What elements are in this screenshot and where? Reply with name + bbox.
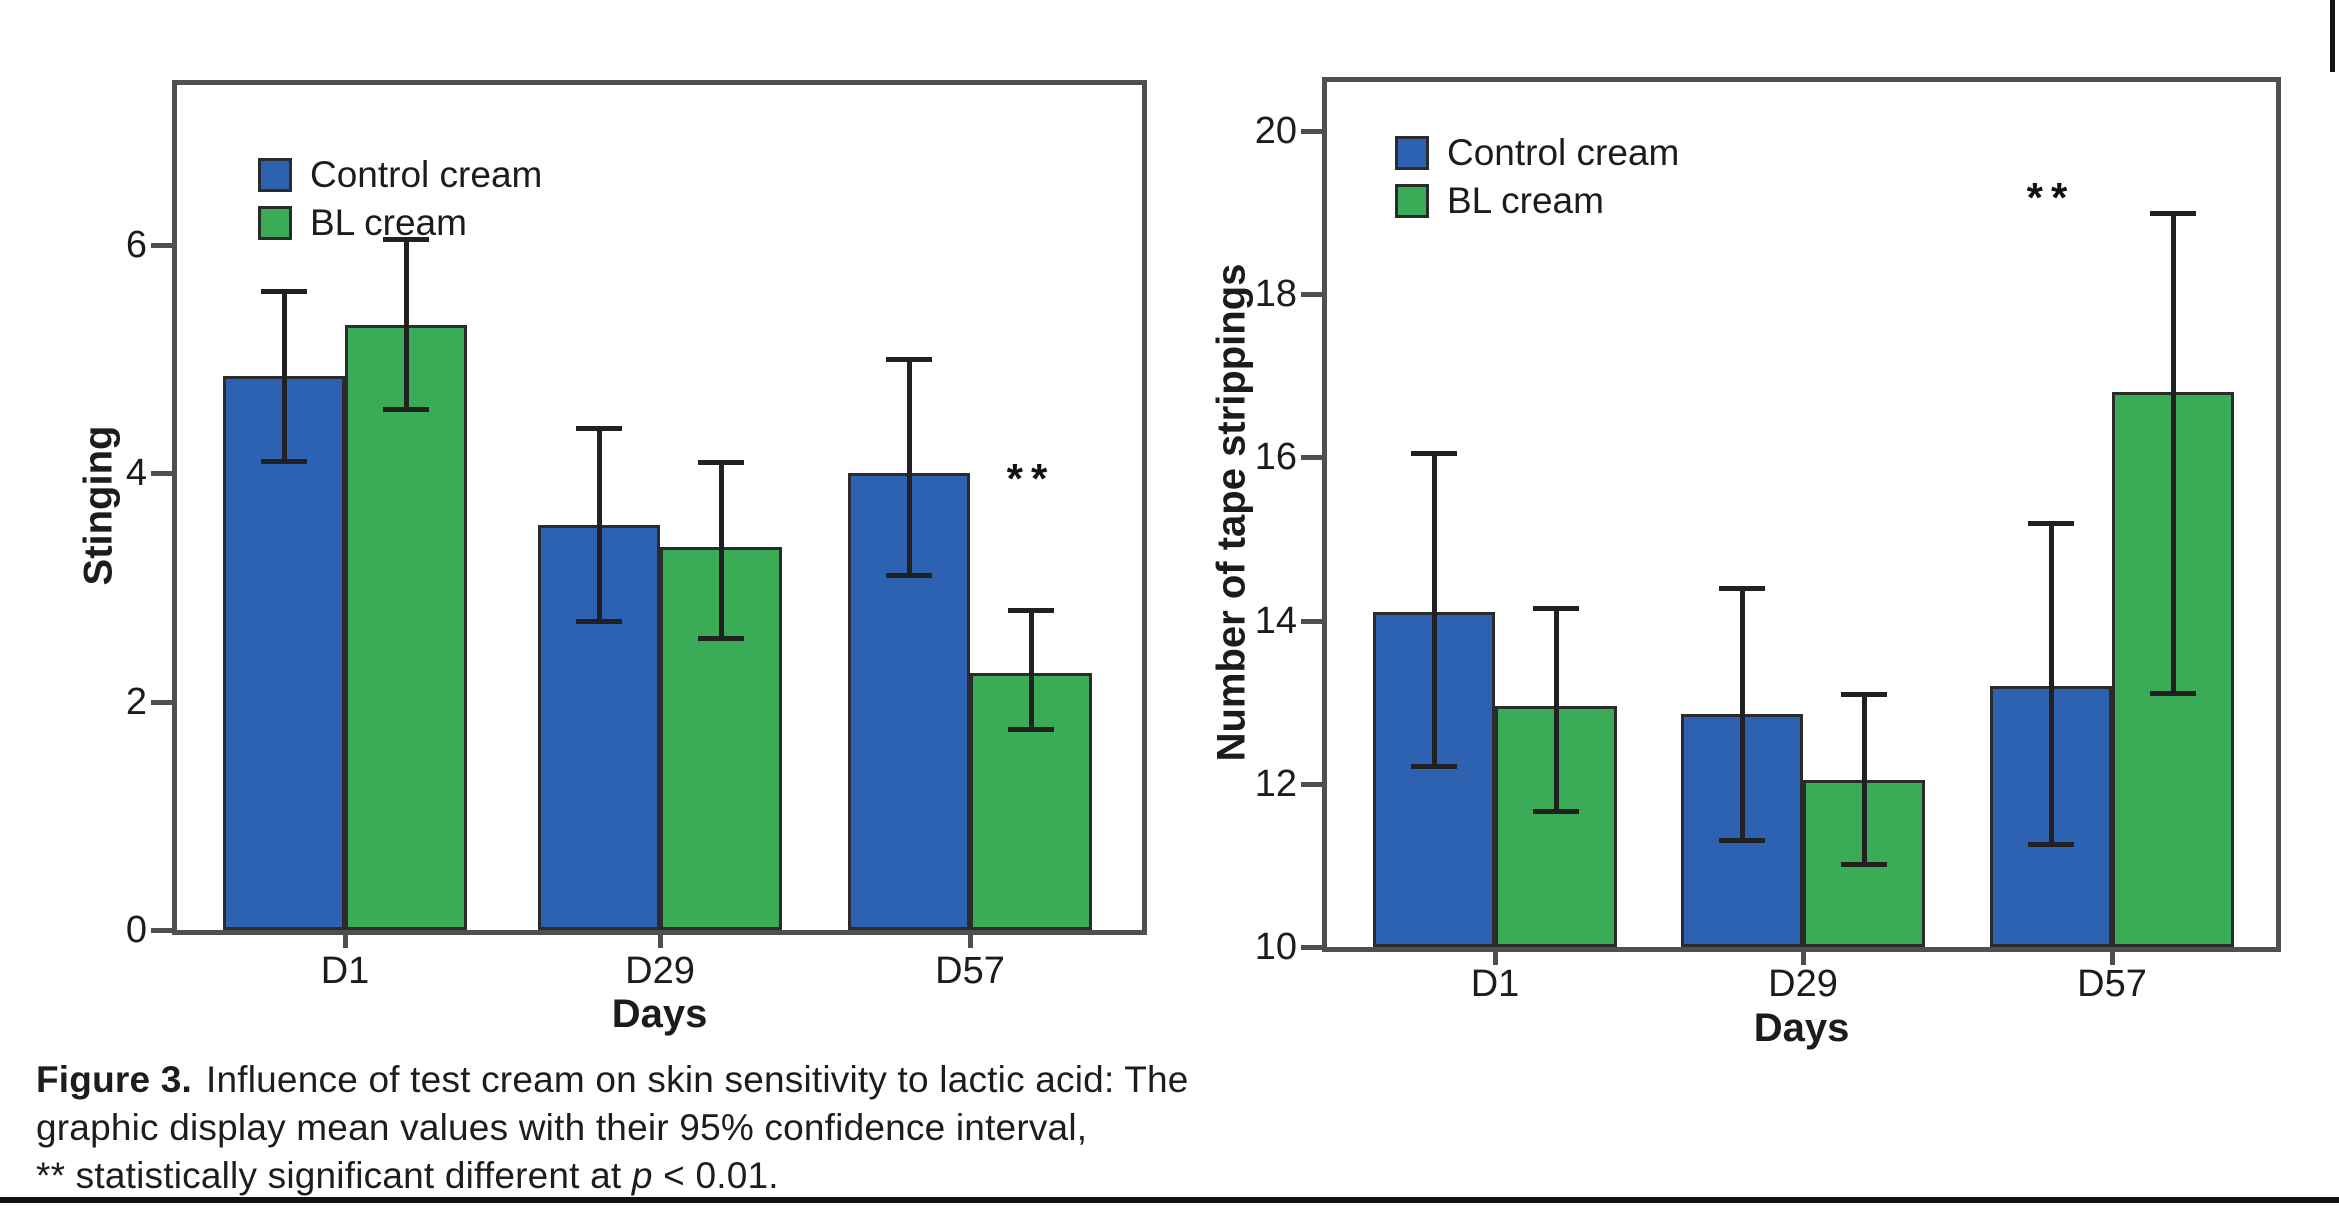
y-axis-tick <box>151 471 172 477</box>
error-bar-line-control-cream-d57 <box>2048 522 2054 845</box>
error-bar-line-control-cream-d29 <box>596 427 602 622</box>
caption-figure-label: Figure 3. <box>36 1059 192 1100</box>
page-rule-bottom <box>0 1197 2339 1203</box>
bar-bl-cream-d1 <box>345 324 467 930</box>
y-axis-tick <box>151 242 172 248</box>
error-bar-cap-bottom-bl-cream-d29 <box>1841 862 1887 868</box>
x-axis-title: Days <box>1753 1006 1850 1050</box>
y-axis-tick <box>1301 781 1322 787</box>
bar-control-cream-d1 <box>223 376 345 930</box>
error-bar-cap-top-bl-cream-d1 <box>1533 606 1579 612</box>
x-axis-tick <box>658 930 663 948</box>
y-axis-tick <box>151 928 172 933</box>
error-bar-line-bl-cream-d1 <box>403 239 409 411</box>
y-axis-tick <box>151 699 172 705</box>
y-axis-tick <box>1301 945 1322 950</box>
y-tick-label: 0 <box>125 909 147 951</box>
y-axis-tick <box>1301 128 1322 134</box>
y-tick-label: 20 <box>1254 109 1297 152</box>
y-tick-label: 12 <box>1254 762 1297 805</box>
error-bar-cap-bottom-bl-cream-d57 <box>1008 727 1054 733</box>
legend-swatch-control-cream <box>258 158 292 192</box>
error-bar-cap-bottom-control-cream-d29 <box>576 618 622 624</box>
error-bar-cap-bottom-bl-cream-d1 <box>383 407 429 413</box>
legend-swatch-control-cream <box>1395 136 1429 170</box>
significance-marker-d57: ** <box>1006 454 1056 502</box>
page-edge-mark <box>2330 0 2335 72</box>
caption-line1-text: Influence of test cream on skin sensitiv… <box>206 1059 1189 1100</box>
legend-swatch-bl-cream <box>258 206 292 240</box>
error-bar-cap-bottom-bl-cream-d29 <box>698 635 744 641</box>
x-axis-tick <box>968 930 973 948</box>
error-bar-cap-bottom-bl-cream-d57 <box>2150 691 2196 697</box>
significance-marker-d57: ** <box>2026 174 2076 222</box>
error-bar-cap-top-bl-cream-d57 <box>2150 210 2196 216</box>
x-tick-label-d57: D57 <box>935 950 1005 992</box>
error-bar-line-control-cream-d29 <box>1739 587 1745 841</box>
caption-line3-pvalue: p <box>631 1155 653 1196</box>
x-tick-label-d29: D29 <box>1768 963 1838 1005</box>
error-bar-cap-bottom-control-cream-d57 <box>886 573 932 578</box>
x-axis-tick <box>2110 947 2115 965</box>
x-axis-tick <box>343 930 348 948</box>
caption-line-1: Figure 3. Influence of test cream on skin… <box>36 1056 1276 1104</box>
error-bar-line-bl-cream-d57 <box>2170 212 2176 695</box>
legend-label-control-cream: Control cream <box>310 154 543 195</box>
error-bar-line-bl-cream-d29 <box>1861 694 1867 866</box>
error-bar-cap-bottom-control-cream-d1 <box>1411 764 1457 770</box>
error-bar-line-bl-cream-d29 <box>718 461 724 639</box>
bar-control-cream-d29 <box>538 524 660 930</box>
error-bar-line-control-cream-d1 <box>281 290 287 462</box>
error-bar-cap-bottom-control-cream-d1 <box>261 458 307 464</box>
error-bar-cap-top-control-cream-d29 <box>1719 585 1765 591</box>
error-bar-cap-top-bl-cream-d29 <box>698 459 744 465</box>
legend-label-bl-cream: BL cream <box>1447 180 1604 221</box>
error-bar-line-control-cream-d57 <box>906 359 912 576</box>
x-tick-label-d57: D57 <box>2077 963 2147 1005</box>
error-bar-cap-bottom-bl-cream-d1 <box>1533 809 1579 815</box>
error-bar-cap-bottom-control-cream-d29 <box>1719 837 1765 843</box>
x-axis-title: Days <box>611 992 708 1036</box>
caption-line-2: graphic display mean values with their 9… <box>36 1107 1088 1148</box>
error-bar-cap-top-control-cream-d1 <box>1411 451 1457 457</box>
y-tick-label: 6 <box>125 223 147 266</box>
error-bar-line-control-cream-d1 <box>1431 453 1437 768</box>
caption-line-3: ** statistically significant different a… <box>36 1152 1276 1200</box>
error-bar-cap-top-bl-cream-d29 <box>1841 692 1887 698</box>
error-bar-cap-top-control-cream-d57 <box>2028 520 2074 526</box>
error-bar-cap-top-control-cream-d57 <box>886 357 932 363</box>
y-tick-label: 4 <box>125 452 147 495</box>
error-bar-line-bl-cream-d57 <box>1028 610 1034 731</box>
legend-swatch-bl-cream <box>1395 184 1429 218</box>
x-tick-label-d29: D29 <box>625 950 695 992</box>
x-axis-tick <box>1493 947 1498 965</box>
x-axis-tick <box>1801 947 1806 965</box>
y-axis-tick <box>1301 455 1322 461</box>
error-bar-cap-bottom-control-cream-d57 <box>2028 841 2074 847</box>
y-tick-label: 14 <box>1254 599 1297 642</box>
legend-label-bl-cream: BL cream <box>310 202 467 243</box>
y-tick-label: 16 <box>1254 436 1297 479</box>
caption-line3-prefix: ** statistically significant different a… <box>36 1155 632 1196</box>
y-tick-label: 18 <box>1254 273 1297 316</box>
figure-caption: Figure 3. Influence of test cream on skin… <box>36 1056 1276 1200</box>
x-tick-label-d1: D1 <box>1470 963 1520 1005</box>
y-axis-title: Number of tape strippings <box>1209 263 1254 761</box>
y-axis-tick <box>1301 618 1322 624</box>
legend-label-control-cream: Control cream <box>1447 132 1680 173</box>
error-bar-cap-top-control-cream-d29 <box>576 425 622 431</box>
x-tick-label-d1: D1 <box>320 950 370 992</box>
y-tick-label: 2 <box>125 680 147 723</box>
caption-line3-suffix: < 0.01. <box>652 1155 779 1196</box>
error-bar-cap-top-control-cream-d1 <box>261 288 307 294</box>
y-tick-label: 10 <box>1254 926 1297 968</box>
y-axis-tick <box>1301 292 1322 298</box>
error-bar-cap-top-bl-cream-d1 <box>383 237 429 243</box>
error-bar-line-bl-cream-d1 <box>1553 608 1559 813</box>
error-bar-cap-top-bl-cream-d57 <box>1008 608 1054 614</box>
